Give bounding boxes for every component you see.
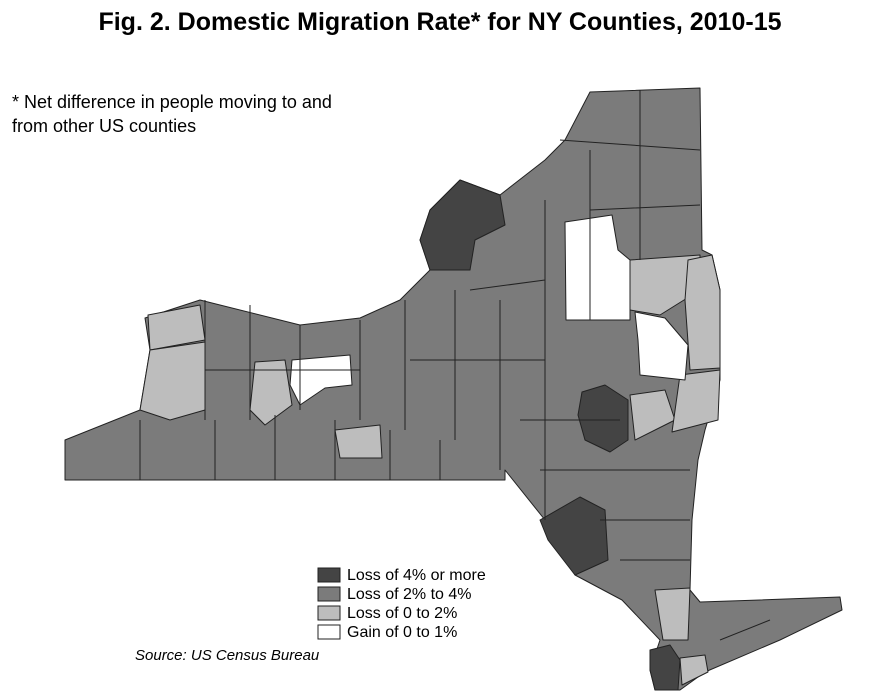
county [577, 384, 629, 453]
county [654, 587, 691, 641]
title: Fig. 2. Domestic Migration Rate* for NY … [98, 8, 781, 36]
legend-swatch [317, 586, 341, 602]
county [139, 341, 206, 421]
note: * Net difference in people moving to and [12, 92, 332, 112]
legend-swatch [317, 605, 341, 621]
county [671, 369, 721, 433]
county [679, 654, 709, 686]
county [649, 644, 681, 691]
legend-label: Gain of 0 to 1% [347, 624, 457, 641]
legend-swatch [317, 624, 341, 640]
legend-label: Loss of 4% or more [347, 567, 486, 584]
county [539, 496, 609, 576]
note: from other US counties [12, 116, 196, 136]
legend-label: Loss of 0 to 2% [347, 605, 457, 622]
state-map [64, 87, 843, 691]
source: Source: US Census Bureau [135, 647, 320, 664]
county [289, 354, 353, 406]
legend: Loss of 4% or more Loss of 2% to 4% Loss o… [317, 567, 486, 641]
county [419, 179, 506, 271]
legend-label: Loss of 2% to 4% [347, 586, 472, 603]
county [249, 359, 293, 426]
county [684, 254, 721, 371]
county [564, 214, 631, 321]
county [334, 424, 383, 459]
legend-swatch [317, 567, 341, 583]
county [634, 311, 689, 381]
